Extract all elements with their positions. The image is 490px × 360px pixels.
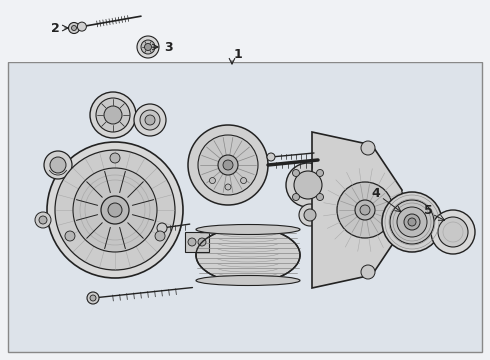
- Text: 5: 5: [424, 203, 432, 216]
- Circle shape: [157, 223, 167, 233]
- Circle shape: [294, 171, 322, 199]
- Text: 2: 2: [51, 22, 60, 35]
- Circle shape: [55, 150, 175, 270]
- Circle shape: [141, 40, 155, 54]
- Circle shape: [360, 205, 370, 215]
- Circle shape: [390, 200, 434, 244]
- Circle shape: [47, 142, 183, 278]
- Ellipse shape: [196, 225, 300, 234]
- Circle shape: [50, 157, 66, 173]
- Polygon shape: [312, 132, 402, 288]
- Circle shape: [408, 218, 416, 226]
- Circle shape: [101, 196, 129, 224]
- Circle shape: [198, 238, 206, 246]
- Circle shape: [87, 292, 99, 304]
- Circle shape: [209, 177, 216, 184]
- Circle shape: [110, 153, 120, 163]
- Text: 4: 4: [371, 186, 380, 199]
- Circle shape: [90, 92, 136, 138]
- Circle shape: [134, 104, 166, 136]
- Circle shape: [69, 23, 79, 33]
- Ellipse shape: [196, 228, 300, 283]
- Bar: [8, 62, 482, 352]
- Circle shape: [145, 44, 151, 50]
- Circle shape: [241, 177, 246, 184]
- Circle shape: [293, 194, 299, 201]
- Circle shape: [108, 203, 122, 217]
- Circle shape: [77, 22, 86, 31]
- Circle shape: [267, 153, 275, 161]
- Circle shape: [286, 163, 330, 207]
- Circle shape: [317, 194, 323, 201]
- Circle shape: [317, 170, 323, 176]
- Circle shape: [361, 141, 375, 155]
- Circle shape: [188, 125, 268, 205]
- Circle shape: [137, 36, 159, 58]
- Circle shape: [140, 110, 160, 130]
- Circle shape: [72, 26, 76, 31]
- Circle shape: [35, 212, 51, 228]
- Circle shape: [293, 170, 299, 176]
- Text: 3: 3: [164, 41, 172, 54]
- Circle shape: [155, 231, 165, 241]
- Circle shape: [104, 106, 122, 124]
- Circle shape: [96, 98, 130, 132]
- Circle shape: [382, 192, 442, 252]
- Circle shape: [44, 151, 72, 179]
- Circle shape: [218, 155, 238, 175]
- Bar: [185, 232, 209, 252]
- Bar: [0, 0, 490, 62]
- Circle shape: [225, 184, 231, 190]
- Circle shape: [431, 210, 475, 254]
- Circle shape: [404, 214, 420, 230]
- Circle shape: [198, 135, 258, 195]
- Circle shape: [39, 216, 47, 224]
- Circle shape: [65, 231, 75, 241]
- Circle shape: [438, 217, 468, 247]
- Text: 1: 1: [234, 48, 243, 60]
- Ellipse shape: [196, 275, 300, 285]
- Circle shape: [90, 295, 96, 301]
- Circle shape: [337, 182, 393, 238]
- Circle shape: [361, 265, 375, 279]
- Circle shape: [73, 168, 157, 252]
- Circle shape: [188, 238, 196, 246]
- Circle shape: [397, 207, 427, 237]
- Circle shape: [223, 160, 233, 170]
- Circle shape: [304, 209, 316, 221]
- Circle shape: [299, 204, 321, 226]
- Circle shape: [355, 200, 375, 220]
- Circle shape: [145, 115, 155, 125]
